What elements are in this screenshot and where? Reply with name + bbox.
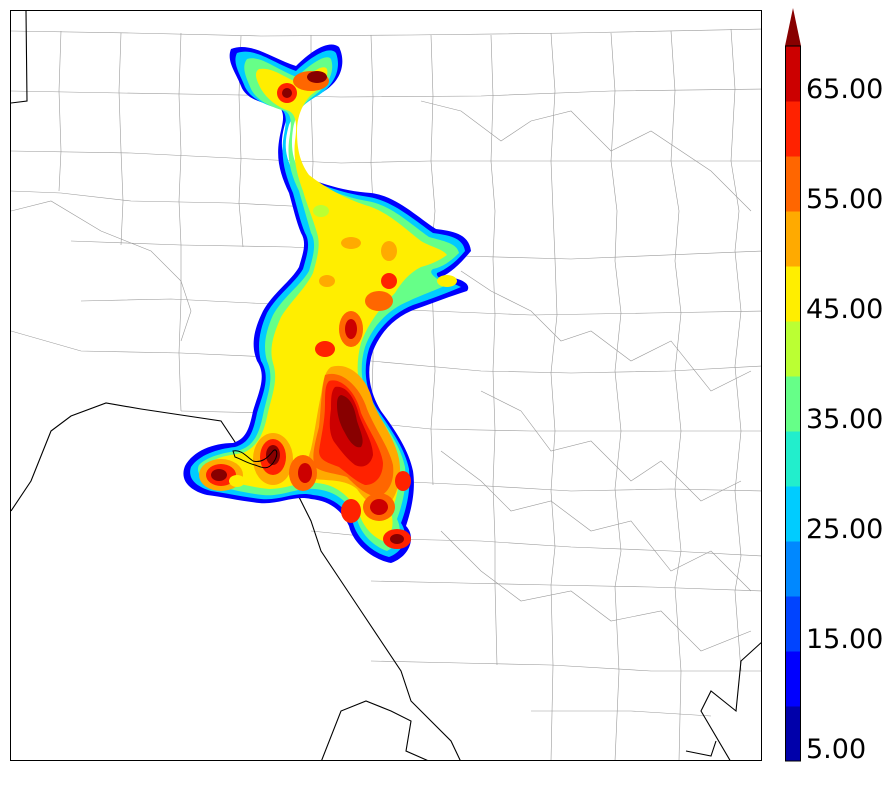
- colorbar-extend-arrow: [785, 8, 801, 46]
- colorbar-segment: [785, 431, 801, 487]
- colorbar-label-45: 45.00: [806, 294, 884, 325]
- colorbar-label-5: 5.00: [806, 734, 867, 765]
- colorbar-segment: [785, 156, 801, 212]
- colorbar-segment: [785, 541, 801, 597]
- colorbar-segments: [785, 46, 801, 762]
- boundary-lines: [11, 11, 761, 760]
- colorbar-segment: [785, 46, 801, 102]
- colorbar: [785, 8, 801, 762]
- county-lines: [11, 28, 761, 760]
- colorbar-label-15: 15.00: [806, 624, 884, 655]
- storm-field: [183, 44, 471, 563]
- colorbar-label-25: 25.00: [806, 514, 884, 545]
- colorbar-label-65: 65.00: [806, 74, 884, 105]
- colorbar-segment: [785, 101, 801, 157]
- colorbar-label-35: 35.00: [806, 404, 884, 435]
- colorbar-segment: [785, 266, 801, 322]
- reflectivity-map: [10, 10, 762, 761]
- colorbar-segment: [785, 376, 801, 432]
- colorbar-segment: [785, 651, 801, 707]
- colorbar-label-55: 55.00: [806, 184, 884, 215]
- colorbar-segment: [785, 211, 801, 267]
- colorbar-segment: [785, 596, 801, 652]
- colorbar-segment: [785, 706, 801, 762]
- colorbar-segment: [785, 486, 801, 542]
- lake-outline: [232, 449, 278, 469]
- colorbar-segment: [785, 321, 801, 377]
